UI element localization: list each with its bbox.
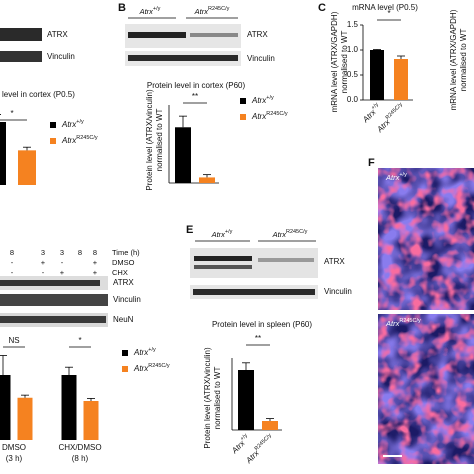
x-tick-label: Atrx+/y bbox=[360, 102, 383, 125]
bar bbox=[370, 50, 384, 100]
bar bbox=[0, 122, 6, 185]
bar bbox=[262, 421, 278, 430]
blot-label: ATRX bbox=[324, 257, 345, 266]
significance-label: * bbox=[78, 336, 81, 345]
legend-label: AtrxR245C/y bbox=[133, 363, 170, 373]
row-label: CHX bbox=[112, 268, 128, 277]
dmso-cell: - bbox=[11, 258, 14, 267]
blot-label: ATRX bbox=[113, 278, 134, 287]
legend-swatch bbox=[122, 350, 128, 356]
chart-title: level in cortex (P0.5) bbox=[2, 90, 75, 99]
legend-label: AtrxR245C/y bbox=[251, 111, 288, 121]
significance-label: ** bbox=[192, 92, 198, 101]
time-cell: 3 bbox=[41, 248, 45, 257]
chx-cell: - bbox=[11, 268, 14, 277]
lane-header: Atrx+/y bbox=[211, 229, 233, 239]
x-tick-label: (8 h) bbox=[72, 454, 89, 463]
chx-cell: - bbox=[42, 268, 45, 277]
y-tick-label: 1.5 bbox=[347, 20, 359, 29]
y-axis-label: mRNA level (ATRX/GAPDH) bbox=[330, 11, 339, 112]
axis-label: normalised to WT bbox=[459, 29, 468, 92]
significance-label: * bbox=[387, 9, 390, 18]
x-tick-label: Atrx+/y bbox=[229, 433, 252, 456]
time-cell: 8 bbox=[10, 248, 14, 257]
blot-d bbox=[0, 276, 108, 327]
x-tick-label: (3 h) bbox=[6, 454, 23, 463]
row-label: Time (h) bbox=[112, 248, 140, 257]
legend-swatch bbox=[50, 122, 56, 128]
chx-cell: + bbox=[60, 268, 65, 277]
lane-header: Atrx+/y bbox=[139, 6, 161, 16]
blot-label: NeuN bbox=[113, 315, 134, 324]
legend-swatch bbox=[240, 98, 246, 104]
y-axis-label: normalised to WT bbox=[213, 367, 222, 430]
y-tick-label: 0.5 bbox=[347, 70, 359, 79]
blot-label: Vinculin bbox=[47, 52, 75, 61]
x-tick-label: DMSO bbox=[2, 443, 26, 452]
legend-label: Atrx+/y bbox=[133, 347, 156, 357]
bar bbox=[175, 127, 191, 183]
micrograph-signal bbox=[378, 168, 474, 310]
legend-label: AtrxR245C/y bbox=[61, 135, 98, 145]
y-axis-label: Protein level (ATRX/vinculin) bbox=[145, 89, 154, 191]
image-label: AtrxR245C/y bbox=[385, 318, 421, 328]
blot-label: ATRX bbox=[247, 30, 268, 39]
bar bbox=[199, 177, 215, 183]
y-tick-label: 1.0 bbox=[347, 45, 359, 54]
chart-title: mRNA level (P0.5) bbox=[352, 3, 418, 12]
panel-label: F bbox=[368, 157, 375, 169]
significance-label: NS bbox=[8, 336, 19, 345]
bar bbox=[18, 150, 36, 185]
bar bbox=[238, 370, 254, 430]
bar bbox=[394, 59, 408, 100]
bar bbox=[0, 375, 11, 440]
micrograph-signal bbox=[378, 314, 474, 464]
panel-label: B bbox=[118, 2, 126, 14]
axis-label: mRNA level (ATRX/GAPDH) bbox=[449, 9, 458, 110]
y-axis-label: normalised to WT bbox=[340, 31, 349, 94]
bar bbox=[83, 401, 99, 440]
blot-a bbox=[0, 28, 42, 62]
dmso-cell: - bbox=[61, 258, 64, 267]
y-tick-label: 0.0 bbox=[347, 95, 359, 104]
time-cell: 8 bbox=[78, 248, 82, 257]
panel-label: C bbox=[318, 2, 326, 14]
bar bbox=[61, 375, 77, 440]
lane-header: AtrxR245C/y bbox=[272, 229, 308, 239]
dmso-cell: + bbox=[41, 258, 46, 267]
legend-swatch bbox=[122, 366, 128, 372]
y-axis-label: Protein level (ATRX/vinculin) bbox=[203, 347, 212, 449]
lane-header: AtrxR245C/y bbox=[194, 6, 230, 16]
panel-label: E bbox=[186, 224, 193, 236]
blot-label: Vinculin bbox=[113, 295, 141, 304]
x-tick-label: CHX/DMSO bbox=[58, 443, 101, 452]
chart-title: Protein level in spleen (P60) bbox=[212, 320, 312, 329]
blot-label: ATRX bbox=[47, 30, 68, 39]
blot-b bbox=[125, 24, 241, 66]
image-label: Atrx+/y bbox=[385, 172, 407, 182]
blot-label: Vinculin bbox=[247, 54, 275, 63]
y-axis-label: normalised to WT bbox=[155, 109, 164, 172]
time-cell: 8 bbox=[93, 248, 97, 257]
blot-e bbox=[190, 248, 318, 299]
significance-label: * bbox=[10, 109, 13, 118]
legend-swatch bbox=[50, 138, 56, 144]
row-label: DMSO bbox=[112, 258, 135, 267]
chx-cell: + bbox=[93, 268, 98, 277]
blot-label: Vinculin bbox=[324, 287, 352, 296]
bar bbox=[17, 397, 33, 440]
significance-label: ** bbox=[255, 334, 261, 343]
time-cell: 3 bbox=[60, 248, 64, 257]
legend-label: Atrx+/y bbox=[61, 119, 84, 129]
chart-title: Protein level in cortex (P60) bbox=[147, 81, 246, 90]
dmso-cell: + bbox=[93, 258, 98, 267]
legend-label: Atrx+/y bbox=[251, 95, 274, 105]
legend-swatch bbox=[240, 114, 246, 120]
